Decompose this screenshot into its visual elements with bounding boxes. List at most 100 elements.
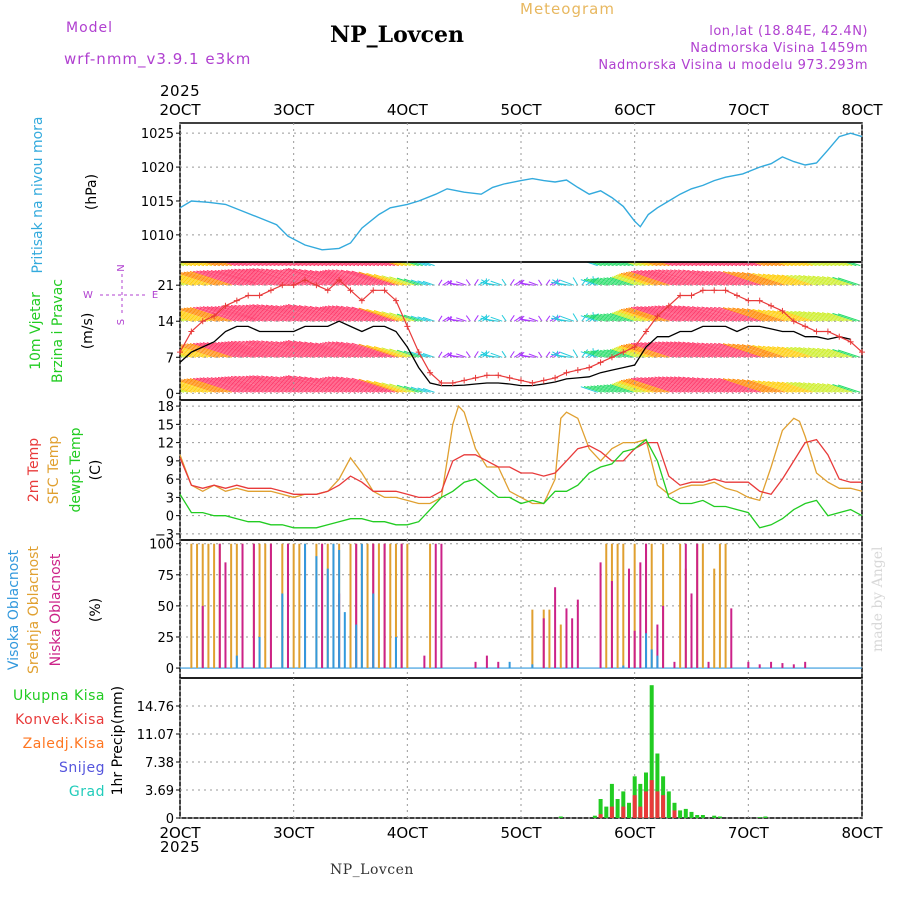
wind-barb bbox=[633, 377, 678, 393]
wind-barb bbox=[254, 262, 268, 267]
model-name: wrf-nmm_v3.9.1 e3km bbox=[64, 50, 252, 68]
wind-barb bbox=[636, 306, 682, 322]
wind-barb bbox=[180, 345, 216, 358]
wind-barb bbox=[609, 277, 634, 286]
wind-barb bbox=[309, 305, 356, 322]
wind-barb bbox=[620, 379, 658, 393]
wind-barb bbox=[509, 351, 515, 358]
wind-barb bbox=[680, 262, 694, 267]
wind-barb bbox=[422, 388, 435, 393]
wind-barb bbox=[231, 262, 244, 267]
wind-barb bbox=[304, 269, 352, 286]
wind-barb bbox=[623, 272, 662, 286]
wind-barb bbox=[358, 343, 399, 358]
wind-barb bbox=[651, 305, 698, 322]
wind-barb bbox=[180, 386, 197, 393]
wind-barb bbox=[298, 341, 348, 358]
wind-barb bbox=[658, 376, 706, 393]
model-elevation-label: Nadmorska Visina u modelu 973.293m bbox=[598, 58, 868, 73]
wind-barb bbox=[211, 262, 224, 267]
wind-barb bbox=[330, 262, 344, 267]
wind-barb bbox=[656, 262, 670, 267]
wind-barb bbox=[670, 376, 718, 393]
wind-barb bbox=[528, 353, 539, 358]
wind-barb bbox=[624, 262, 638, 267]
wind-barb bbox=[823, 262, 837, 267]
wind-barb bbox=[193, 377, 236, 393]
wind-barb bbox=[315, 377, 360, 393]
wind-barb bbox=[583, 278, 602, 286]
precip-conv-bar bbox=[638, 806, 643, 818]
wind-barb bbox=[230, 304, 280, 322]
y-tick-label: 18 bbox=[157, 400, 174, 415]
x-tick-label-top: 3OCT bbox=[273, 101, 315, 119]
wind-barb bbox=[287, 268, 340, 286]
wind-barb bbox=[590, 350, 610, 358]
wind-barb bbox=[340, 269, 388, 286]
wind-barb bbox=[609, 384, 634, 393]
wind-barb bbox=[180, 389, 189, 393]
wind-barb bbox=[807, 347, 837, 358]
precip-total-bar bbox=[655, 753, 660, 818]
wind-barb bbox=[596, 277, 618, 286]
wind-barb bbox=[245, 268, 296, 286]
wind-barb bbox=[215, 262, 228, 267]
wind-barb bbox=[265, 304, 316, 322]
meteogram-title: Meteogram bbox=[520, 0, 615, 18]
wind-barb bbox=[615, 311, 646, 322]
wind-barb bbox=[633, 270, 678, 286]
wind-barb bbox=[580, 386, 598, 393]
wind-barb bbox=[600, 313, 622, 322]
wind-barb bbox=[390, 262, 403, 267]
wind-barb bbox=[214, 270, 260, 286]
wind-barb bbox=[718, 306, 761, 322]
wind-barb bbox=[786, 274, 817, 286]
wind-barb bbox=[666, 305, 714, 322]
wind-barb bbox=[583, 386, 602, 393]
wind-barb bbox=[246, 262, 260, 267]
wind-barb bbox=[315, 306, 360, 322]
y-tick-label: 1010 bbox=[141, 229, 174, 244]
wind-barb bbox=[389, 348, 415, 358]
wind-barb bbox=[640, 377, 686, 393]
temp-unit: (C) bbox=[88, 460, 104, 481]
wind-barb bbox=[183, 343, 224, 358]
wind-barb bbox=[180, 274, 212, 286]
wind-barb bbox=[465, 351, 471, 358]
credit-label: made by Angel bbox=[870, 546, 886, 653]
pressure-line bbox=[179, 132, 863, 251]
wind-speed-line bbox=[179, 320, 851, 387]
wind-barb bbox=[351, 270, 395, 286]
wind-barb bbox=[270, 375, 320, 393]
wind-barb bbox=[613, 347, 642, 358]
wind-barb bbox=[617, 381, 650, 393]
wind-barb bbox=[760, 262, 773, 267]
wind-barb bbox=[373, 310, 407, 322]
wind-barb bbox=[249, 268, 300, 286]
wind-barb bbox=[221, 269, 268, 286]
wind-barb bbox=[249, 375, 300, 393]
wind-barb bbox=[779, 262, 793, 267]
wind-barb bbox=[250, 262, 264, 267]
wind-barb bbox=[673, 269, 722, 286]
wind-barb bbox=[752, 308, 789, 322]
wind-barb bbox=[620, 262, 634, 267]
wind-barb bbox=[210, 306, 256, 322]
wind-barb bbox=[335, 341, 384, 358]
wind-barb bbox=[304, 305, 352, 322]
y-tick-label: 50 bbox=[157, 600, 174, 615]
wind-barb bbox=[783, 262, 797, 267]
wind-barb bbox=[199, 262, 212, 267]
wind-barb bbox=[713, 270, 758, 286]
wind-barb bbox=[180, 312, 205, 322]
precip-total-bar bbox=[621, 791, 626, 818]
wind-barb bbox=[403, 385, 423, 393]
wind-barb bbox=[644, 342, 690, 358]
wind-barb bbox=[580, 315, 598, 322]
wind-barb bbox=[258, 262, 272, 267]
wind-barb bbox=[335, 376, 384, 393]
precip-unit: (mm) bbox=[110, 686, 126, 724]
wind-barb bbox=[757, 380, 793, 393]
wind-barb bbox=[821, 276, 849, 286]
wind-barb bbox=[732, 343, 773, 358]
